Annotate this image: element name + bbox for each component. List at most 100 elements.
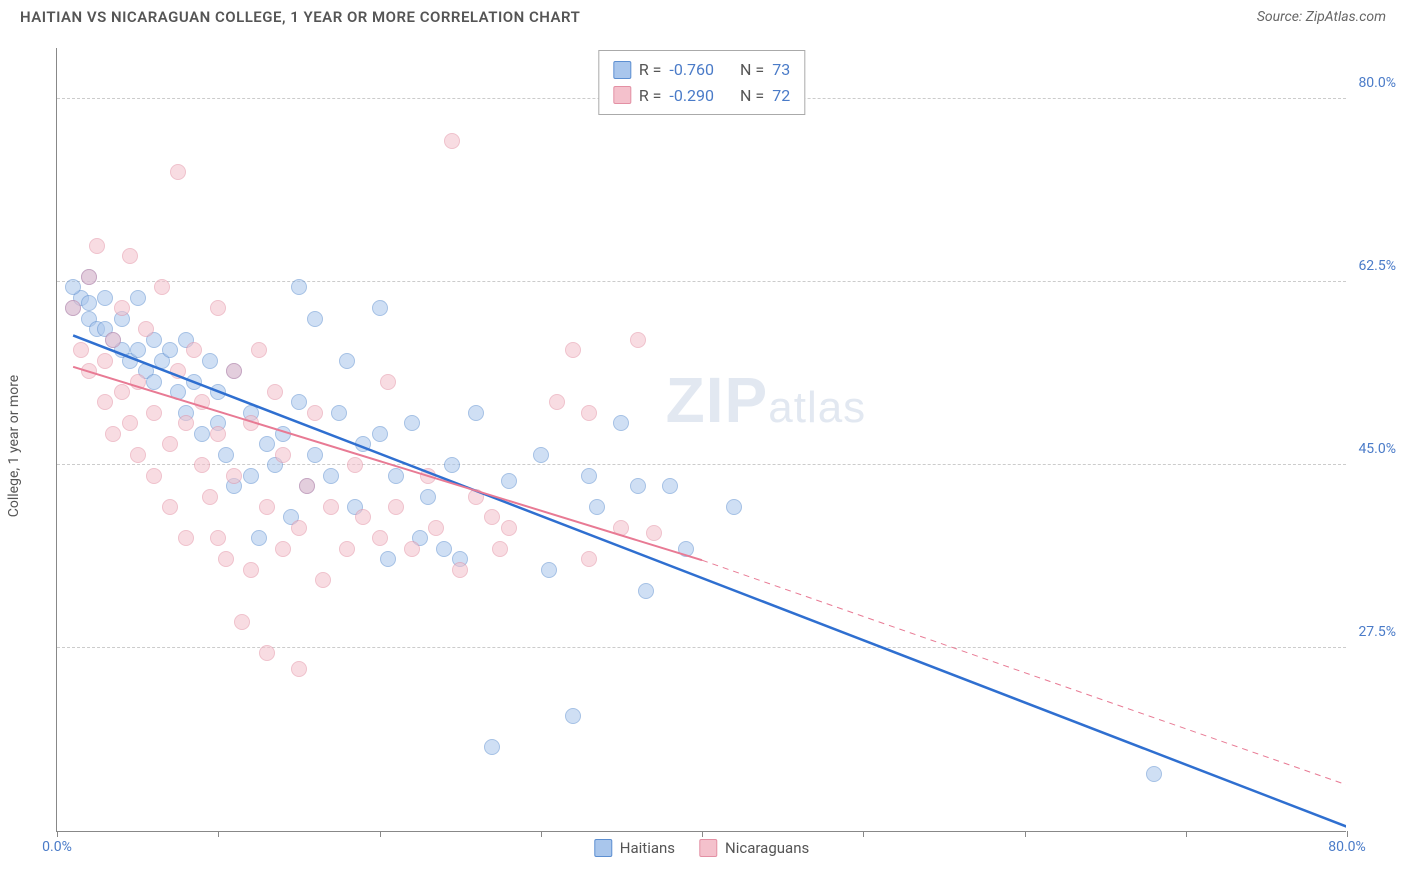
n-value: 72 (772, 83, 790, 109)
data-point (501, 473, 517, 489)
grid-line (57, 464, 1346, 465)
legend-swatch (613, 86, 631, 104)
data-point (97, 394, 113, 410)
data-point (1146, 766, 1162, 782)
data-point (267, 384, 283, 400)
data-point (194, 394, 210, 410)
data-point (97, 290, 113, 306)
data-point (501, 520, 517, 536)
x-tick-label: 0.0% (42, 839, 72, 855)
data-point (307, 405, 323, 421)
data-point (234, 614, 250, 630)
data-point (444, 133, 460, 149)
data-point (355, 436, 371, 452)
data-point (259, 436, 275, 452)
data-point (436, 541, 452, 557)
n-label: N = (740, 57, 764, 83)
data-point (388, 499, 404, 515)
data-point (315, 572, 331, 588)
data-point (162, 342, 178, 358)
legend-item: Haitians (594, 839, 675, 857)
data-point (589, 499, 605, 515)
watermark: ZIPatlas (666, 363, 867, 437)
data-point (428, 520, 444, 536)
data-point (81, 269, 97, 285)
data-point (420, 468, 436, 484)
chart-title: HAITIAN VS NICARAGUAN COLLEGE, 1 YEAR OR… (20, 8, 580, 26)
data-point (259, 645, 275, 661)
data-point (226, 468, 242, 484)
data-point (726, 499, 742, 515)
data-point (162, 499, 178, 515)
grid-line (57, 281, 1346, 282)
x-tick-mark (380, 831, 381, 837)
data-point (178, 530, 194, 546)
data-point (646, 525, 662, 541)
n-value: 73 (772, 57, 790, 83)
correlation-legend: R =-0.760N =73R =-0.290N =72 (598, 50, 805, 115)
data-point (186, 374, 202, 390)
data-point (678, 541, 694, 557)
data-point (452, 562, 468, 578)
data-point (613, 415, 629, 431)
data-point (251, 530, 267, 546)
data-point (484, 509, 500, 525)
data-point (291, 661, 307, 677)
data-point (565, 708, 581, 724)
data-point (347, 457, 363, 473)
data-point (331, 405, 347, 421)
series-legend: HaitiansNicaraguans (594, 839, 809, 857)
data-point (581, 405, 597, 421)
data-point (468, 489, 484, 505)
data-point (380, 374, 396, 390)
data-point (638, 583, 654, 599)
data-point (130, 374, 146, 390)
chart-source: Source: ZipAtlas.com (1257, 9, 1386, 25)
data-point (130, 447, 146, 463)
x-tick-mark (541, 831, 542, 837)
data-point (533, 447, 549, 463)
y-axis-label: College, 1 year or more (6, 375, 22, 517)
data-point (243, 468, 259, 484)
data-point (210, 300, 226, 316)
data-point (299, 478, 315, 494)
data-point (170, 164, 186, 180)
legend-row: R =-0.760N =73 (613, 57, 790, 83)
data-point (259, 499, 275, 515)
data-point (492, 541, 508, 557)
x-tick-mark (57, 831, 58, 837)
data-point (630, 478, 646, 494)
data-point (186, 342, 202, 358)
data-point (275, 426, 291, 442)
data-point (243, 415, 259, 431)
r-label: R = (639, 57, 662, 83)
data-point (146, 405, 162, 421)
data-point (468, 405, 484, 421)
n-label: N = (740, 83, 764, 109)
data-point (89, 238, 105, 254)
data-point (114, 384, 130, 400)
legend-label: Haitians (620, 839, 675, 857)
r-label: R = (639, 83, 662, 109)
x-tick-mark (1347, 831, 1348, 837)
data-point (65, 300, 81, 316)
data-point (444, 457, 460, 473)
data-point (194, 426, 210, 442)
data-point (210, 426, 226, 442)
data-point (549, 394, 565, 410)
data-point (484, 739, 500, 755)
x-tick-mark (863, 831, 864, 837)
data-point (323, 499, 339, 515)
y-tick-label: 27.5% (1350, 624, 1396, 640)
data-point (404, 541, 420, 557)
data-point (291, 520, 307, 536)
data-point (581, 551, 597, 567)
y-tick-label: 62.5% (1350, 258, 1396, 274)
data-point (146, 374, 162, 390)
data-point (138, 321, 154, 337)
data-point (613, 520, 629, 536)
data-point (291, 279, 307, 295)
plot-area: ZIPatlas 27.5%45.0%62.5%80.0%0.0%80.0%R … (56, 48, 1346, 832)
data-point (541, 562, 557, 578)
data-point (162, 436, 178, 452)
